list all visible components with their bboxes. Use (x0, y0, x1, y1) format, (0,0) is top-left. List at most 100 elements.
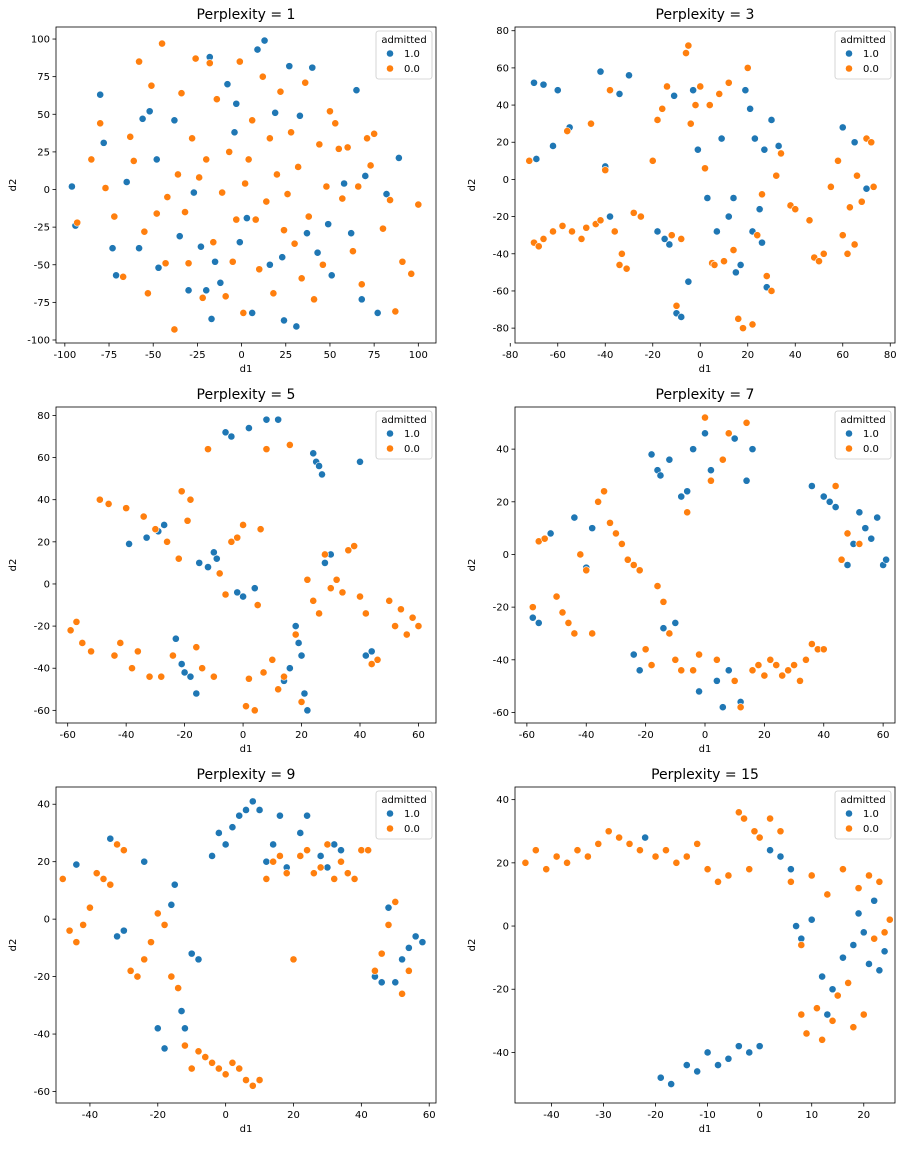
point-admitted-0 (705, 101, 714, 109)
point-admitted-0 (366, 161, 375, 170)
point-admitted-1 (356, 457, 364, 466)
y-tick-label: 0 (503, 922, 509, 933)
x-tick-label: 20 (287, 1110, 300, 1121)
point-admitted-0 (686, 119, 695, 128)
point-admitted-0 (255, 1076, 264, 1084)
point-admitted-1 (313, 248, 322, 257)
point-admitted-0 (259, 668, 268, 677)
x-tick-label: -40 (578, 730, 594, 741)
y-axis-label: d2 (467, 559, 478, 572)
point-admitted-1 (724, 666, 733, 675)
point-admitted-0 (854, 884, 863, 893)
point-admitted-0 (682, 852, 691, 861)
point-admitted-0 (78, 639, 87, 647)
point-admitted-0 (289, 955, 298, 964)
point-admitted-1 (528, 613, 537, 622)
point-admitted-0 (693, 839, 702, 848)
point-admitted-0 (594, 497, 603, 506)
point-admitted-0 (573, 846, 582, 855)
point-admitted-1 (321, 558, 329, 567)
point-admitted-0 (695, 650, 703, 659)
point-admitted-0 (174, 170, 182, 179)
point-admitted-0 (831, 482, 840, 490)
y-tick-label: 20 (37, 857, 50, 868)
point-admitted-0 (734, 314, 743, 323)
point-admitted-0 (839, 865, 847, 874)
legend: admitted 1.0 0.0 (834, 790, 892, 840)
y-tick-label: 40 (37, 495, 50, 506)
point-admitted-0 (870, 934, 879, 943)
point-admitted-0 (235, 57, 244, 66)
point-admitted-1 (262, 415, 271, 424)
point-admitted-1 (807, 482, 816, 490)
x-tick-label: -30 (595, 1110, 611, 1121)
point-admitted-1 (671, 619, 680, 627)
point-admitted-1 (683, 487, 692, 496)
point-admitted-1 (635, 666, 644, 675)
x-axis-label: d1 (699, 1124, 712, 1135)
point-admitted-1 (855, 508, 864, 517)
point-admitted-0 (218, 188, 227, 197)
point-admitted-1 (99, 138, 108, 147)
point-admitted-0 (297, 698, 306, 706)
point-admitted-0 (106, 880, 115, 889)
point-admitted-1 (318, 470, 326, 479)
point-admitted-1 (106, 834, 115, 843)
point-admitted-0 (310, 295, 318, 304)
x-tick-label: 20 (857, 1110, 870, 1121)
point-admitted-1 (248, 309, 257, 317)
point-admitted-0 (253, 601, 262, 609)
point-admitted-0 (309, 869, 318, 878)
point-admitted-0 (833, 991, 842, 1000)
point-admitted-1 (717, 134, 726, 143)
point-admitted-0 (867, 138, 876, 147)
point-admitted-1 (882, 555, 890, 564)
point-admitted-1 (167, 900, 176, 909)
point-admitted-0 (623, 555, 632, 564)
point-admitted-0 (330, 875, 339, 883)
point-admitted-0 (318, 260, 327, 269)
plot-area (55, 406, 437, 724)
y-tick-label: -25 (34, 223, 50, 234)
point-admitted-1 (718, 703, 727, 712)
point-admitted-0 (195, 173, 204, 182)
y-tick-label: -60 (34, 706, 50, 717)
point-admitted-1 (659, 624, 668, 633)
legend-entry: 1.0 (404, 809, 420, 820)
point-admitted-0 (232, 215, 241, 224)
point-admitted-0 (177, 89, 186, 98)
x-tick-label: -40 (118, 730, 134, 741)
point-admitted-0 (157, 672, 166, 681)
point-admitted-0 (772, 171, 781, 180)
point-admitted-1 (227, 432, 236, 441)
point-admitted-1 (665, 240, 674, 249)
point-admitted-1 (776, 852, 785, 861)
point-admitted-1 (285, 62, 294, 71)
legend: admitted 1.0 0.0 (375, 410, 433, 460)
point-admitted-0 (707, 476, 715, 485)
point-admitted-0 (194, 1047, 203, 1056)
point-admitted-1 (839, 953, 847, 962)
point-admitted-1 (330, 840, 339, 849)
point-admitted-0 (653, 582, 662, 590)
y-tick-label: 0 (503, 550, 509, 561)
point-admitted-0 (72, 938, 81, 947)
point-admitted-0 (276, 87, 285, 96)
point-admitted-0 (715, 90, 724, 98)
point-admitted-1 (260, 36, 269, 45)
point-admitted-1 (296, 111, 304, 120)
point-admitted-0 (857, 197, 866, 206)
point-admitted-0 (152, 209, 161, 218)
point-admitted-1 (656, 471, 665, 480)
point-admitted-0 (316, 863, 325, 872)
point-admitted-1 (292, 322, 301, 331)
point-admitted-0 (87, 155, 96, 164)
scatter-panel-5: -40 -20 0 20 40 60 -60 -40 -20 0 20 40 Perplexity = … (8, 767, 437, 1135)
point-admitted-0 (110, 651, 119, 660)
point-admitted-1 (212, 554, 221, 563)
point-admitted-0 (58, 875, 67, 883)
point-admitted-0 (262, 197, 271, 206)
point-admitted-0 (718, 455, 727, 464)
point-admitted-0 (594, 839, 603, 848)
point-admitted-0 (758, 190, 766, 199)
